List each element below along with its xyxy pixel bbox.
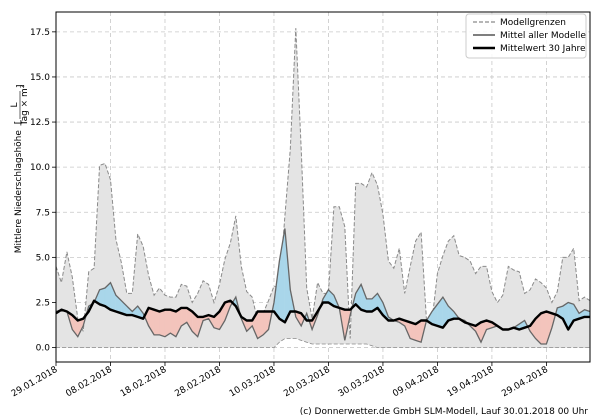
y-tick-label: 12.5 — [30, 118, 50, 128]
above-normal-fill — [366, 298, 373, 312]
legend-box — [465, 13, 587, 59]
legend-label-envelope: Modellgrenzen — [500, 18, 566, 28]
y-tick-label: 10.0 — [30, 163, 50, 173]
y-tick-label: 0.0 — [36, 344, 51, 354]
below-normal-fill — [257, 311, 264, 339]
legend: Modellgrenzen Mittel aller Modelle Mitte… — [465, 13, 587, 59]
legend-label-mean: Mittel aller Modelle — [500, 31, 586, 41]
below-normal-fill — [170, 309, 177, 337]
envelope-lower-line — [56, 338, 590, 349]
svg-text:Mittlere Niederschlagshöhe: Mittlere Niederschlagshöhe [ — [14, 121, 24, 254]
legend-label-climatology: Mittelwert 30 Jahre — [500, 44, 586, 54]
y-tick-label: 7.5 — [36, 208, 50, 218]
series-line-climatology — [55, 299, 590, 331]
y-axis-unit-denominator: Tag × m² — [20, 84, 30, 126]
series-lines — [55, 228, 591, 345]
envelope-area — [56, 28, 590, 348]
below-normal-fill — [540, 311, 547, 345]
plot-frame — [55, 11, 591, 363]
y-axis-unit-numerator: L — [10, 102, 20, 107]
svg-text:]: ] — [16, 84, 26, 88]
y-tick-label: 15.0 — [30, 73, 50, 83]
y-tick-label: 5.0 — [36, 253, 51, 263]
y-axis-label-main: Mittlere Niederschlagshöhe — [14, 130, 24, 254]
grid — [55, 12, 590, 362]
below-normal-fill — [153, 309, 160, 336]
below-normal-fill — [164, 309, 171, 337]
y-axis-unit: L Tag × m² ] — [10, 84, 30, 126]
y-tick-label: 17.5 — [30, 28, 50, 38]
model-envelope — [55, 28, 591, 349]
y-axis-label: Mittlere Niederschlagshöhe [ — [14, 121, 24, 254]
credit-text: (c) Donnerwetter.de GmbH SLM-Modell, Lau… — [299, 407, 588, 417]
below-normal-fill — [159, 309, 166, 337]
y-tick-label: 2.5 — [36, 298, 50, 308]
y-axis-ticks: 0.0 2.5 5.0 7.5 10.0 12.5 15.0 17.5 — [30, 28, 56, 354]
envelope-upper-line — [55, 28, 591, 339]
